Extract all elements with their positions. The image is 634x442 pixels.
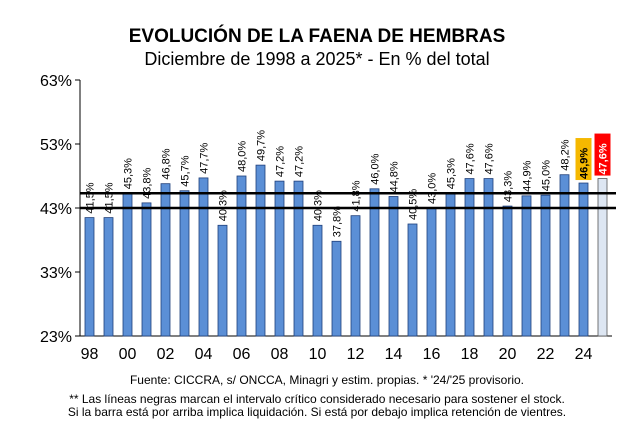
bar-2003: [179, 190, 190, 337]
y-tick-label: 53%: [40, 137, 72, 154]
x-tick-label: 00: [119, 346, 137, 363]
x-tick-label: 10: [309, 346, 327, 363]
bar-2013: [369, 188, 380, 337]
data-label: 47,2%: [294, 146, 306, 177]
x-tick-label: 24: [575, 346, 593, 363]
y-tick-label: 23%: [40, 329, 72, 346]
data-label: 40,3%: [218, 190, 230, 221]
data-label: 47,6%: [484, 143, 496, 174]
bar-2010: [312, 224, 323, 337]
data-label: 48,0%: [237, 141, 249, 172]
data-label: 41,5%: [85, 182, 97, 213]
bar-1999: [103, 217, 114, 337]
bar-2011: [331, 240, 342, 337]
data-label: 47,2%: [275, 146, 287, 177]
bar-2001: [141, 202, 152, 337]
x-tick-label: 16: [423, 346, 441, 363]
bar-2009: [293, 180, 304, 337]
x-tick-label: 08: [271, 346, 289, 363]
data-label: 40,3%: [313, 190, 325, 221]
data-label: 44,9%: [522, 160, 534, 191]
bar-2020: [502, 205, 513, 337]
y-tick-label: 43%: [40, 201, 72, 218]
x-tick-label: 04: [195, 346, 213, 363]
data-label: 40,5%: [408, 189, 420, 220]
data-label: 41,8%: [351, 180, 363, 211]
x-tick-label: 20: [499, 346, 517, 363]
source-note: Fuente: CICCRA, s/ ONCCA, Minagri y esti…: [129, 373, 525, 387]
data-label: 45,3%: [123, 158, 135, 189]
footnote-1: ** Las líneas negras marcan el intervalo…: [69, 392, 565, 406]
data-label: 48,2%: [560, 139, 572, 170]
chart-title: EVOLUCIÓN DE LA FAENA DE HEMBRAS: [128, 26, 506, 47]
bar-2006: [236, 175, 247, 337]
data-label: 47,6%: [598, 143, 610, 174]
bar-2025: [597, 178, 608, 337]
bar-2016: [426, 207, 437, 337]
data-label-highlight: [594, 133, 611, 176]
data-label: 45,7%: [180, 155, 192, 186]
x-tick-label: 98: [81, 346, 99, 363]
data-label: 46,8%: [161, 148, 173, 179]
footnote-2: Si la barra está por arriba implica liqu…: [67, 405, 567, 419]
data-label: 44,8%: [389, 161, 401, 192]
bar-1998: [84, 217, 95, 337]
bar-2007: [255, 164, 266, 337]
data-label: 43,0%: [427, 173, 439, 204]
y-tick-label: 33%: [40, 265, 72, 282]
data-label: 49,7%: [256, 130, 268, 161]
bar-2022: [540, 194, 551, 337]
bar-2021: [521, 195, 532, 337]
data-label: 46,9%: [579, 148, 591, 179]
data-label: 43,3%: [503, 171, 515, 202]
bar-2018: [464, 178, 475, 337]
data-label: 45,3%: [446, 158, 458, 189]
data-label: 47,6%: [465, 143, 477, 174]
bar-2008: [274, 180, 285, 337]
bar-2017: [445, 192, 456, 337]
x-tick-label: 06: [233, 346, 251, 363]
data-label: 37,8%: [332, 206, 344, 237]
bar-2014: [388, 196, 399, 337]
data-label: 41,5%: [104, 182, 116, 213]
bar-2004: [198, 177, 209, 337]
y-tick-label: 63%: [40, 73, 72, 90]
bar-2012: [350, 215, 361, 337]
x-tick-label: 02: [157, 346, 175, 363]
data-label-highlight: [575, 138, 592, 181]
data-label: 46,0%: [370, 153, 382, 184]
bar-2024: [578, 182, 589, 337]
x-tick-label: 22: [537, 346, 555, 363]
bar-2019: [483, 178, 494, 337]
x-tick-label: 14: [385, 346, 403, 363]
bar-2023: [559, 174, 570, 337]
bar-2005: [217, 224, 228, 337]
bar-2000: [122, 192, 133, 337]
bar-2015: [407, 223, 418, 337]
x-tick-label: 18: [461, 346, 479, 363]
bar-2002: [160, 183, 171, 337]
chart-subtitle: Diciembre de 1998 a 2025* - En % del tot…: [144, 49, 490, 69]
data-label: 47,7%: [199, 143, 211, 174]
data-label: 43,8%: [142, 167, 154, 198]
data-label: 45,0%: [541, 160, 553, 191]
x-tick-label: 12: [347, 346, 365, 363]
